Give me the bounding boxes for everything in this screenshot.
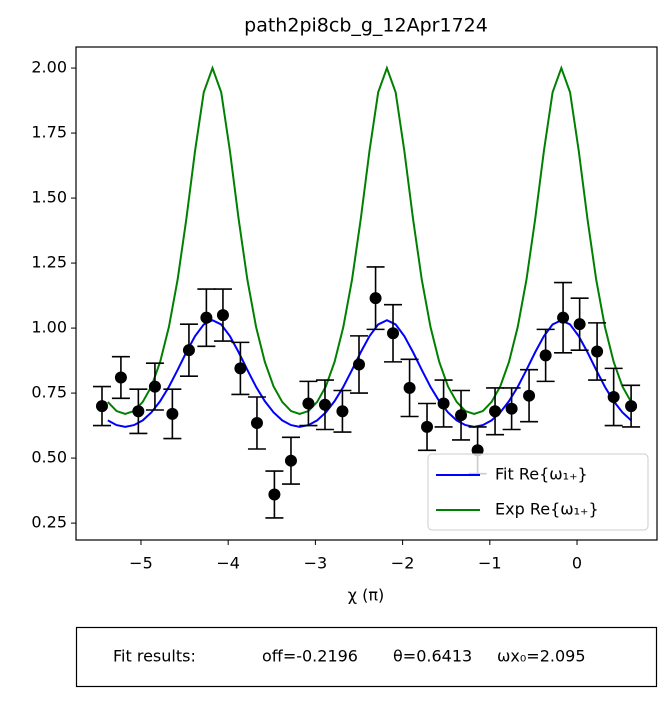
data-point <box>216 309 229 322</box>
fit-param: ωx₀=2.095 <box>497 647 586 666</box>
data-point <box>352 358 365 371</box>
data-point <box>284 454 297 467</box>
y-tick-label: 1.25 <box>31 253 67 272</box>
data-point <box>489 405 502 418</box>
data-point <box>539 349 552 362</box>
data-point <box>95 400 108 413</box>
y-tick-label: 1.50 <box>31 188 67 207</box>
data-point <box>114 371 127 384</box>
fit-results-label: Fit results: <box>113 647 196 666</box>
data-point <box>505 402 518 415</box>
y-tick-label: 1.00 <box>31 318 67 337</box>
chart-title: path2pi8cb_g_12Apr1724 <box>244 15 488 37</box>
data-point <box>166 407 179 420</box>
data-point <box>182 344 195 357</box>
data-point <box>421 420 434 433</box>
data-point <box>471 444 484 457</box>
data-point <box>148 380 161 393</box>
x-tick-label: −4 <box>216 554 240 573</box>
legend-box <box>427 453 649 531</box>
data-point <box>336 405 349 418</box>
data-point <box>369 292 382 305</box>
x-tick-label: −2 <box>391 554 415 573</box>
data-point <box>318 398 331 411</box>
x-tick-label: −5 <box>129 554 153 573</box>
data-point <box>250 416 263 429</box>
data-point <box>132 405 145 418</box>
y-tick-label: 0.25 <box>31 513 67 532</box>
data-point <box>557 311 570 324</box>
data-point <box>523 389 536 402</box>
axes-frame <box>75 46 658 541</box>
fit-results-box <box>75 626 658 688</box>
data-point <box>437 397 450 410</box>
x-tick-label: 0 <box>572 554 582 573</box>
data-point <box>387 327 400 340</box>
y-tick-label: 0.50 <box>31 448 67 467</box>
y-tick-label: 1.75 <box>31 123 67 142</box>
y-tick-label: 0.75 <box>31 383 67 402</box>
data-point <box>403 381 416 394</box>
x-tick-label: −3 <box>304 554 328 573</box>
data-point <box>234 362 247 375</box>
fit-param: θ=0.6413 <box>393 647 472 666</box>
data-point <box>607 390 620 403</box>
x-axis-label: χ (π) <box>348 586 384 605</box>
data-point <box>625 400 638 413</box>
fit-curve <box>107 319 632 428</box>
data-point <box>455 409 468 422</box>
data-point <box>573 318 586 331</box>
y-tick-label: 2.00 <box>31 58 67 77</box>
fit-curve <box>107 65 632 415</box>
data-point <box>268 488 281 501</box>
legend-label: Fit Re{ω₁₊} <box>495 465 588 484</box>
x-tick-label: −1 <box>478 554 502 573</box>
data-point <box>302 397 315 410</box>
data-point <box>591 345 604 358</box>
fit-param: off=-0.2196 <box>262 647 358 666</box>
data-point <box>200 311 213 324</box>
legend-label: Exp Re{ω₁₊} <box>495 500 599 519</box>
